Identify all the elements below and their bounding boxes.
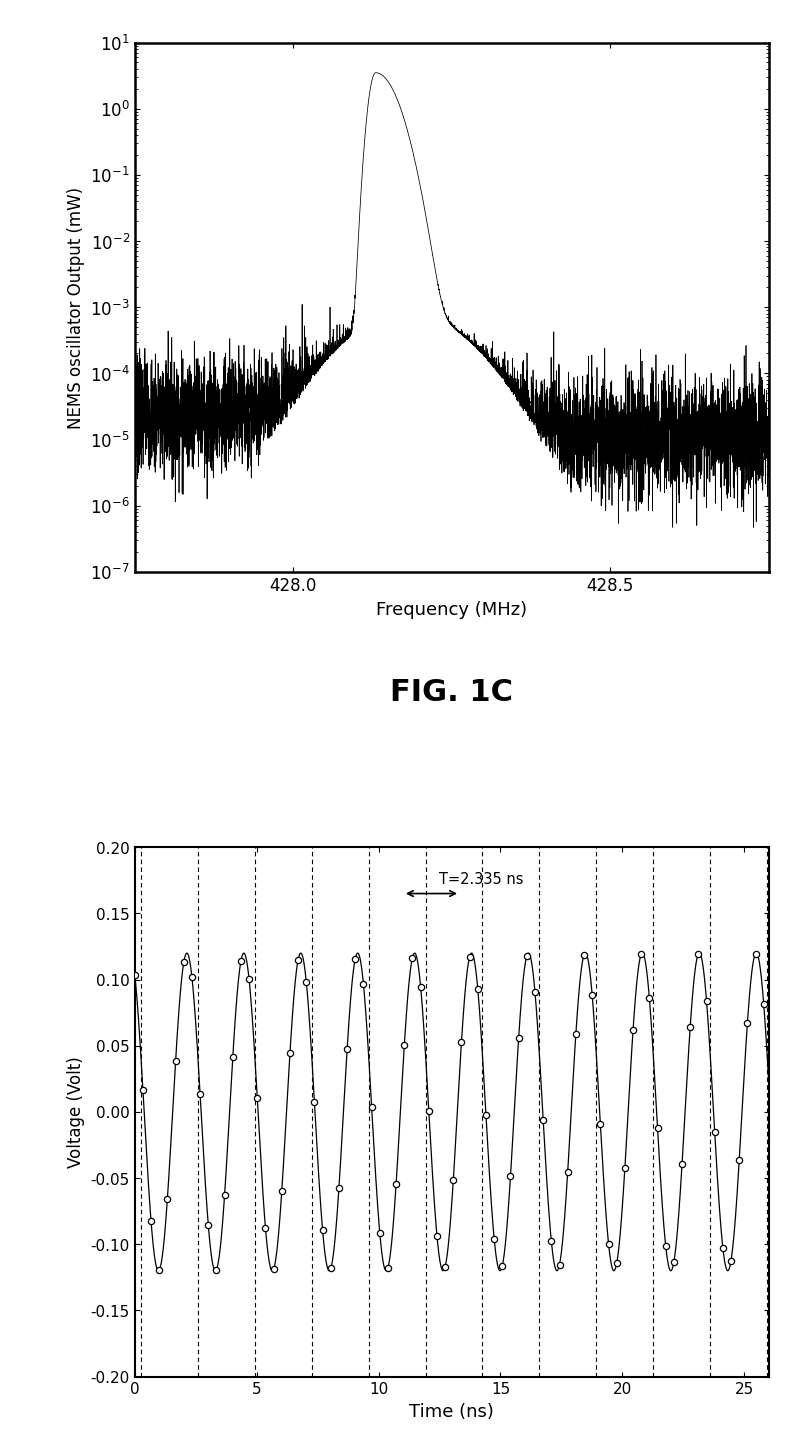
Text: T=2.335 ns: T=2.335 ns	[439, 872, 523, 888]
X-axis label: Time (ns): Time (ns)	[409, 1402, 494, 1420]
Y-axis label: NEMS oscillator Output (mW): NEMS oscillator Output (mW)	[67, 186, 85, 429]
Y-axis label: Voltage (Volt): Voltage (Volt)	[67, 1057, 85, 1167]
Text: FIG. 1C: FIG. 1C	[390, 678, 513, 707]
X-axis label: Frequency (MHz): Frequency (MHz)	[376, 601, 527, 618]
